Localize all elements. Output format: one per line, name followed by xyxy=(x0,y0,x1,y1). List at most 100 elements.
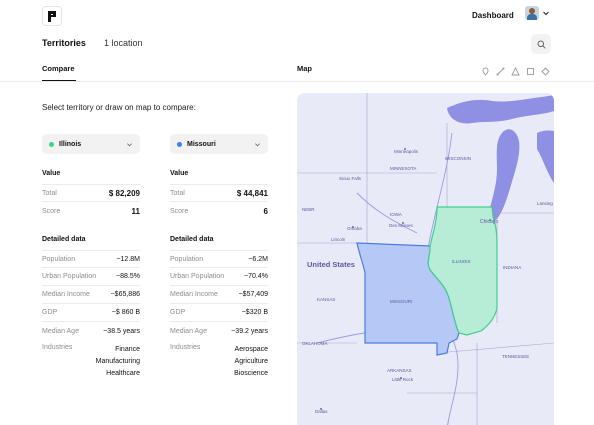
app-logo[interactable] xyxy=(42,6,62,26)
label-illinois: ILLINOIS xyxy=(452,259,471,264)
gdp-value: ~$320 B xyxy=(241,309,268,316)
urban-population-value: ~88.5% xyxy=(116,273,140,280)
label-united-states: United States xyxy=(307,260,355,269)
gdp-row: GDP ~$ 860 B xyxy=(42,304,140,322)
label-chicago: Chicago xyxy=(480,219,499,225)
population-row: Population ~12.8M xyxy=(42,250,140,268)
score-value: 11 xyxy=(131,206,140,216)
industries-row: Industries Finance Manufacturing Healthc… xyxy=(42,344,140,380)
median-income-label: Median Income xyxy=(170,291,218,298)
urban-population-row: Urban Population ~88.5% xyxy=(42,268,140,286)
search-icon xyxy=(537,40,546,49)
territory-select-value: Missouri xyxy=(187,140,216,148)
total-row: Total $ 82,209 xyxy=(42,184,140,202)
city-markers xyxy=(320,148,491,410)
label-nebraska: NEBR xyxy=(302,207,315,212)
urban-population-value: ~70.4% xyxy=(244,273,268,280)
header-divider xyxy=(0,81,594,82)
label-iowa: IOWA xyxy=(390,212,402,217)
urban-population-row: Urban Population ~70.4% xyxy=(170,268,268,286)
label-lansing: Lansing xyxy=(537,201,553,206)
median-income-row: Median Income ~$65,886 xyxy=(42,286,140,304)
measure-line-icon[interactable] xyxy=(496,63,505,76)
median-age-value: ~38.5 years xyxy=(103,327,140,335)
label-indiana: INDIANA xyxy=(503,265,521,270)
label-kansas: KANSAS xyxy=(317,297,335,302)
map-toolbar xyxy=(481,63,550,76)
avatar xyxy=(525,6,539,20)
territory-select-right[interactable]: Missouri xyxy=(170,134,268,154)
industries-label: Industries xyxy=(42,344,73,351)
territory-select-value: Illinois xyxy=(59,140,82,148)
label-missouri: MISSOURI xyxy=(390,299,412,304)
compare-prompt: Select territory or draw on map to compa… xyxy=(42,103,196,112)
illinois-territory[interactable] xyxy=(427,206,498,336)
value-section-title: Value xyxy=(170,170,189,177)
median-age-row: Median Age ~38.5 years xyxy=(42,322,140,340)
urban-population-label: Urban Population xyxy=(170,273,225,280)
tab-compare[interactable]: Compare xyxy=(42,64,75,73)
industry-item: Manufacturing xyxy=(95,358,140,365)
territory-color-dot xyxy=(177,141,182,147)
logo-icon xyxy=(48,10,56,22)
location-count: 1 location xyxy=(104,38,143,48)
population-row: Population ~6.2M xyxy=(170,250,268,268)
page-title: Territories xyxy=(42,38,86,48)
score-label: Score xyxy=(170,207,189,215)
label-sioux-falls: Sioux Falls xyxy=(339,176,362,181)
median-age-value: ~39.2 years xyxy=(231,327,268,335)
territory-select-left[interactable]: Illinois xyxy=(42,134,140,154)
score-row: Score 6 xyxy=(170,202,268,220)
lake-huron xyxy=(537,130,554,183)
total-label: Total xyxy=(170,189,185,197)
gdp-value: ~$ 860 B xyxy=(111,309,140,316)
industry-item: Bioscience xyxy=(234,370,268,377)
label-dallas: Dallas xyxy=(315,409,328,414)
chevron-down-icon xyxy=(255,142,260,146)
total-value: $ 44,841 xyxy=(236,188,268,198)
draw-rectangle-icon[interactable] xyxy=(526,63,535,75)
user-menu[interactable] xyxy=(525,6,550,20)
label-omaha: Omaha xyxy=(347,226,362,231)
label-tennessee: TENNESSEE xyxy=(502,354,529,359)
lake-michigan xyxy=(488,129,520,221)
draw-polygon-icon[interactable] xyxy=(511,63,520,76)
score-row: Score 11 xyxy=(42,202,140,220)
population-value: ~6.2M xyxy=(248,255,268,263)
map-pin-icon[interactable] xyxy=(481,63,490,76)
population-value: ~12.8M xyxy=(116,255,140,263)
gdp-row: GDP ~$320 B xyxy=(170,304,268,322)
score-label: Score xyxy=(42,207,61,215)
detailed-section-title: Detailed data xyxy=(170,236,214,243)
lake-superior xyxy=(447,95,554,124)
score-value: 6 xyxy=(263,206,268,216)
territory-column-left: Illinois Value Total $ 82,209 Score 11 D… xyxy=(42,134,140,380)
median-age-row: Median Age ~39.2 years xyxy=(170,322,268,340)
median-income-label: Median Income xyxy=(42,291,90,298)
value-section-title: Value xyxy=(42,170,61,177)
label-little-rock: Little Rock xyxy=(392,377,414,382)
industry-item: Healthcare xyxy=(106,370,140,377)
total-value: $ 82,209 xyxy=(108,188,140,198)
label-wisconsin: WISCONSIN xyxy=(445,156,471,161)
dashboard-link[interactable]: Dashboard xyxy=(472,11,514,20)
state-borders xyxy=(297,93,554,425)
map-canvas[interactable]: United States WISCONSIN Minneapolis MINN… xyxy=(297,93,554,425)
industry-item: Agriculture xyxy=(234,358,268,365)
industry-item: Finance xyxy=(115,346,140,353)
map-svg[interactable]: United States WISCONSIN Minneapolis MINN… xyxy=(297,93,554,425)
gdp-label: GDP xyxy=(170,309,186,316)
median-income-value: ~$57,409 xyxy=(238,291,268,298)
search-button[interactable] xyxy=(531,34,551,54)
chevron-down-icon xyxy=(127,142,132,146)
active-tab-indicator xyxy=(42,80,76,82)
territory-column-right: Missouri Value Total $ 44,841 Score 6 De… xyxy=(170,134,268,380)
label-oklahoma: OKLAHOMA xyxy=(302,341,328,346)
label-lincoln: Lincoln xyxy=(331,237,346,242)
label-minnesota: MINNESOTA xyxy=(390,166,416,171)
total-row: Total $ 44,841 xyxy=(170,184,268,202)
population-label: Population xyxy=(170,255,204,263)
draw-circle-icon[interactable] xyxy=(541,63,550,76)
label-arkansas: ARKANSAS xyxy=(387,368,412,373)
median-age-label: Median Age xyxy=(170,327,207,335)
